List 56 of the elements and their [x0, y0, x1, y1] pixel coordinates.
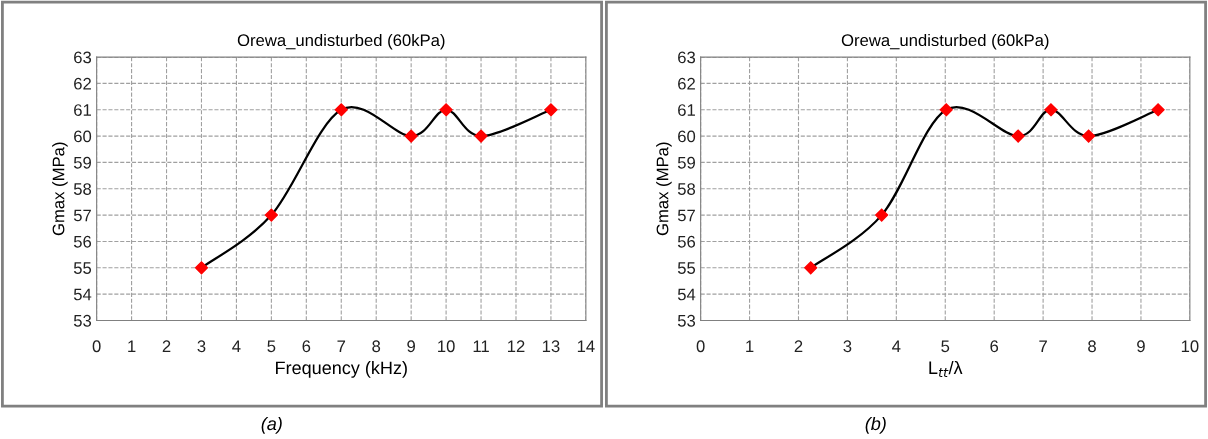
x-tick-label: 6	[302, 340, 311, 353]
x-tick-label: 0	[92, 340, 101, 353]
y-tick-label: 58	[677, 183, 696, 195]
y-tick-label: 63	[74, 51, 92, 64]
y-tick-label: 62	[678, 77, 695, 90]
x-tick-label: 9	[1137, 340, 1145, 353]
x-tick-label: 10	[1181, 340, 1199, 353]
x-tick-label: 12	[507, 340, 525, 352]
y-tick-label: 61	[678, 104, 695, 116]
x-tick-label: 1	[746, 340, 754, 352]
x-tick-label: 9	[407, 340, 415, 353]
y-tick-label: 53	[677, 314, 696, 327]
y-tick-label: 55	[677, 262, 696, 274]
y-tick-label: 55	[73, 262, 92, 274]
x-tick-label: 0	[696, 340, 705, 353]
y-tick-label: 59	[677, 156, 695, 169]
x-tick-label: 1	[128, 340, 136, 352]
x-tick-label: 3	[843, 340, 852, 353]
x-tick-label: 8	[1088, 340, 1096, 353]
y-tick-label: 60	[74, 130, 92, 143]
x-axis-title: L$_{tt}$/λ	[929, 360, 963, 377]
chart-title: Orewa_undisturbed (60kPa)	[841, 33, 1049, 50]
y-tick-label: 54	[73, 288, 92, 301]
x-tick-label: 2	[162, 340, 171, 352]
y-tick-label: 59	[73, 156, 91, 169]
text: (b)	[865, 416, 886, 434]
y-tick-label: 54	[677, 288, 696, 301]
x-tick-label: 3	[197, 340, 206, 353]
text: (a)	[261, 416, 282, 434]
y-tick-label: 62	[74, 77, 91, 90]
y-tick-label: 63	[678, 51, 696, 64]
y-axis-title: Gmax (MPa)	[52, 142, 68, 236]
x-tick-label: 4	[232, 340, 241, 352]
x-tick-label: 5	[267, 340, 276, 353]
y-tick-label: 57	[677, 209, 695, 222]
x-tick-label: 7	[1039, 340, 1047, 352]
y-tick-label: 53	[73, 314, 92, 327]
chart-title: Orewa_undisturbed (60kPa)	[237, 33, 445, 50]
x-tick-label: 11	[473, 340, 489, 352]
x-tick-label: 2	[794, 340, 803, 352]
x-axis-title: Frequency (kHz)	[276, 361, 407, 378]
x-tick-label: 10	[438, 340, 455, 353]
x-tick-label: 8	[372, 340, 381, 353]
y-axis-title: Gmax (MPa)	[656, 142, 672, 236]
y-tick-label: 56	[73, 235, 92, 248]
x-tick-label: 5	[941, 340, 950, 353]
x-tick-label: 13	[542, 340, 560, 353]
x-tick-label: 7	[337, 340, 346, 352]
x-tick-label: 4	[892, 340, 901, 352]
y-tick-label: 56	[677, 235, 696, 248]
y-tick-label: 60	[678, 130, 696, 143]
y-tick-label: 61	[74, 104, 91, 116]
x-tick-label: 6	[990, 340, 999, 353]
x-tick-label: 14	[577, 340, 595, 352]
y-tick-label: 58	[73, 183, 92, 195]
y-tick-label: 57	[73, 209, 91, 222]
